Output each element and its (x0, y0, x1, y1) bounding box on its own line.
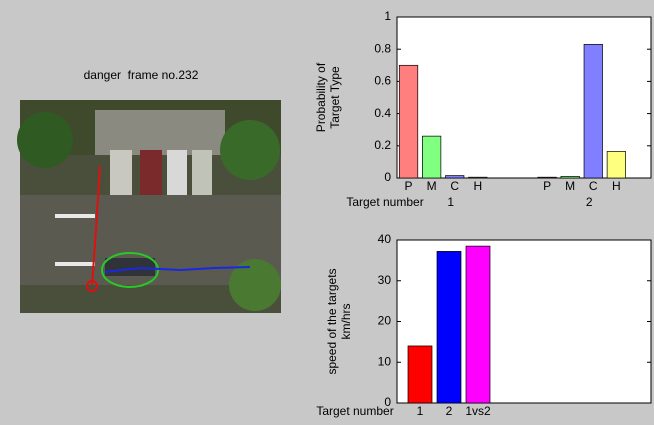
y-axis-label: Target Type (328, 66, 342, 129)
bar (445, 176, 463, 178)
bar (607, 151, 625, 178)
y-tick-label: 30 (378, 273, 392, 287)
group-label: 1 (447, 195, 454, 209)
x-tick-label: 1 (417, 404, 424, 418)
bar (408, 346, 432, 403)
bar (538, 177, 556, 178)
bar (466, 246, 490, 403)
bar (399, 65, 417, 178)
x-tick-label: C (450, 179, 459, 193)
x-tick-label: H (473, 179, 482, 193)
x-tick-label: C (589, 179, 598, 193)
y-tick-label: 0.4 (374, 106, 391, 120)
y-tick-label: 0.2 (374, 138, 391, 152)
bar (422, 136, 440, 178)
y-tick-label: 10 (378, 354, 392, 368)
plot-area (397, 240, 651, 403)
camera-image (17, 100, 281, 313)
x-axis-label: Target number (346, 195, 423, 209)
x-tick-label: M (427, 179, 437, 193)
x-tick-label: P (405, 179, 413, 193)
x-tick-label: P (543, 179, 551, 193)
x-tick-label: 1vs2 (465, 404, 491, 418)
y-axis-label: speed of the targets (325, 268, 339, 374)
y-tick-label: 40 (378, 232, 392, 246)
y-tick-label: 0 (384, 170, 391, 184)
figure: danger frame no.232 00.20.40.60.81PMCHPM… (0, 0, 654, 425)
x-tick-label: 2 (446, 404, 453, 418)
y-tick-label: 1 (384, 9, 391, 23)
image-title: danger frame no.232 (84, 68, 199, 82)
y-tick-label: 0.8 (374, 41, 391, 55)
y-axis-label: Probability of (314, 62, 328, 132)
x-tick-label: M (565, 179, 575, 193)
bar (561, 176, 579, 178)
y-axis-label: km/hrs (339, 304, 353, 340)
bar (584, 44, 602, 178)
group-label: 2 (586, 195, 593, 209)
y-tick-label: 0.6 (374, 74, 391, 88)
bar (437, 251, 461, 403)
x-axis-label: Target number (316, 404, 393, 418)
bar (469, 177, 487, 178)
y-tick-label: 20 (378, 314, 392, 328)
x-tick-label: H (612, 179, 621, 193)
